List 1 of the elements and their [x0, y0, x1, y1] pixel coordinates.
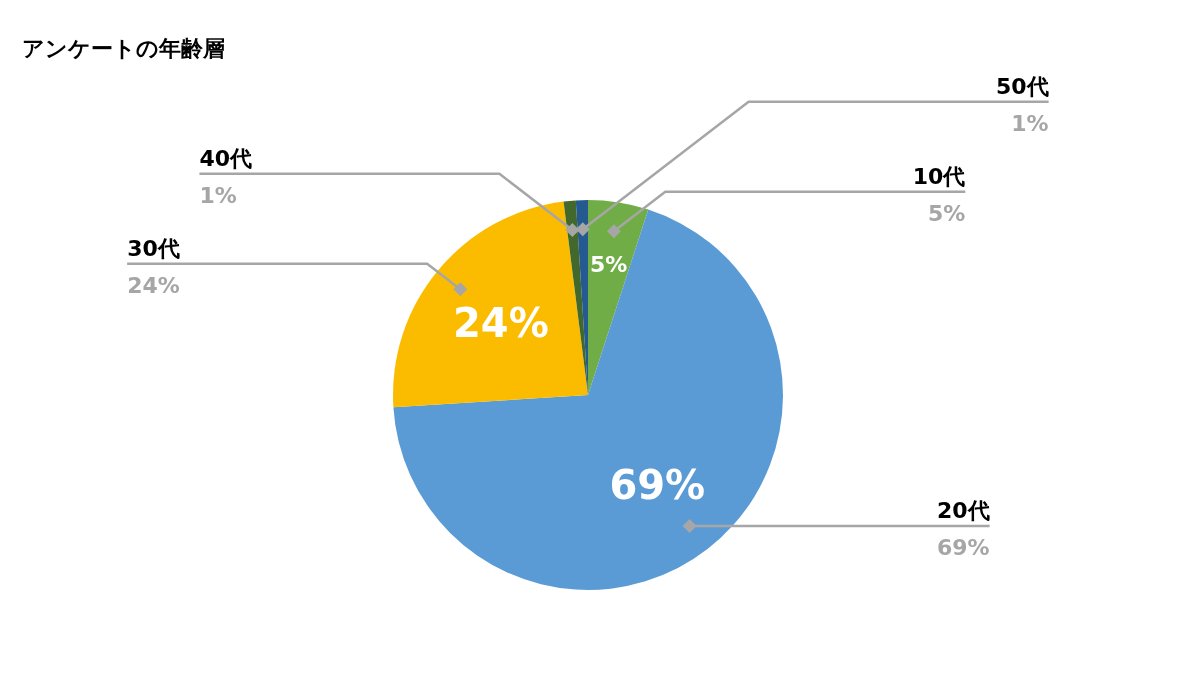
- title: アンケートの年齢層: [22, 36, 225, 61]
